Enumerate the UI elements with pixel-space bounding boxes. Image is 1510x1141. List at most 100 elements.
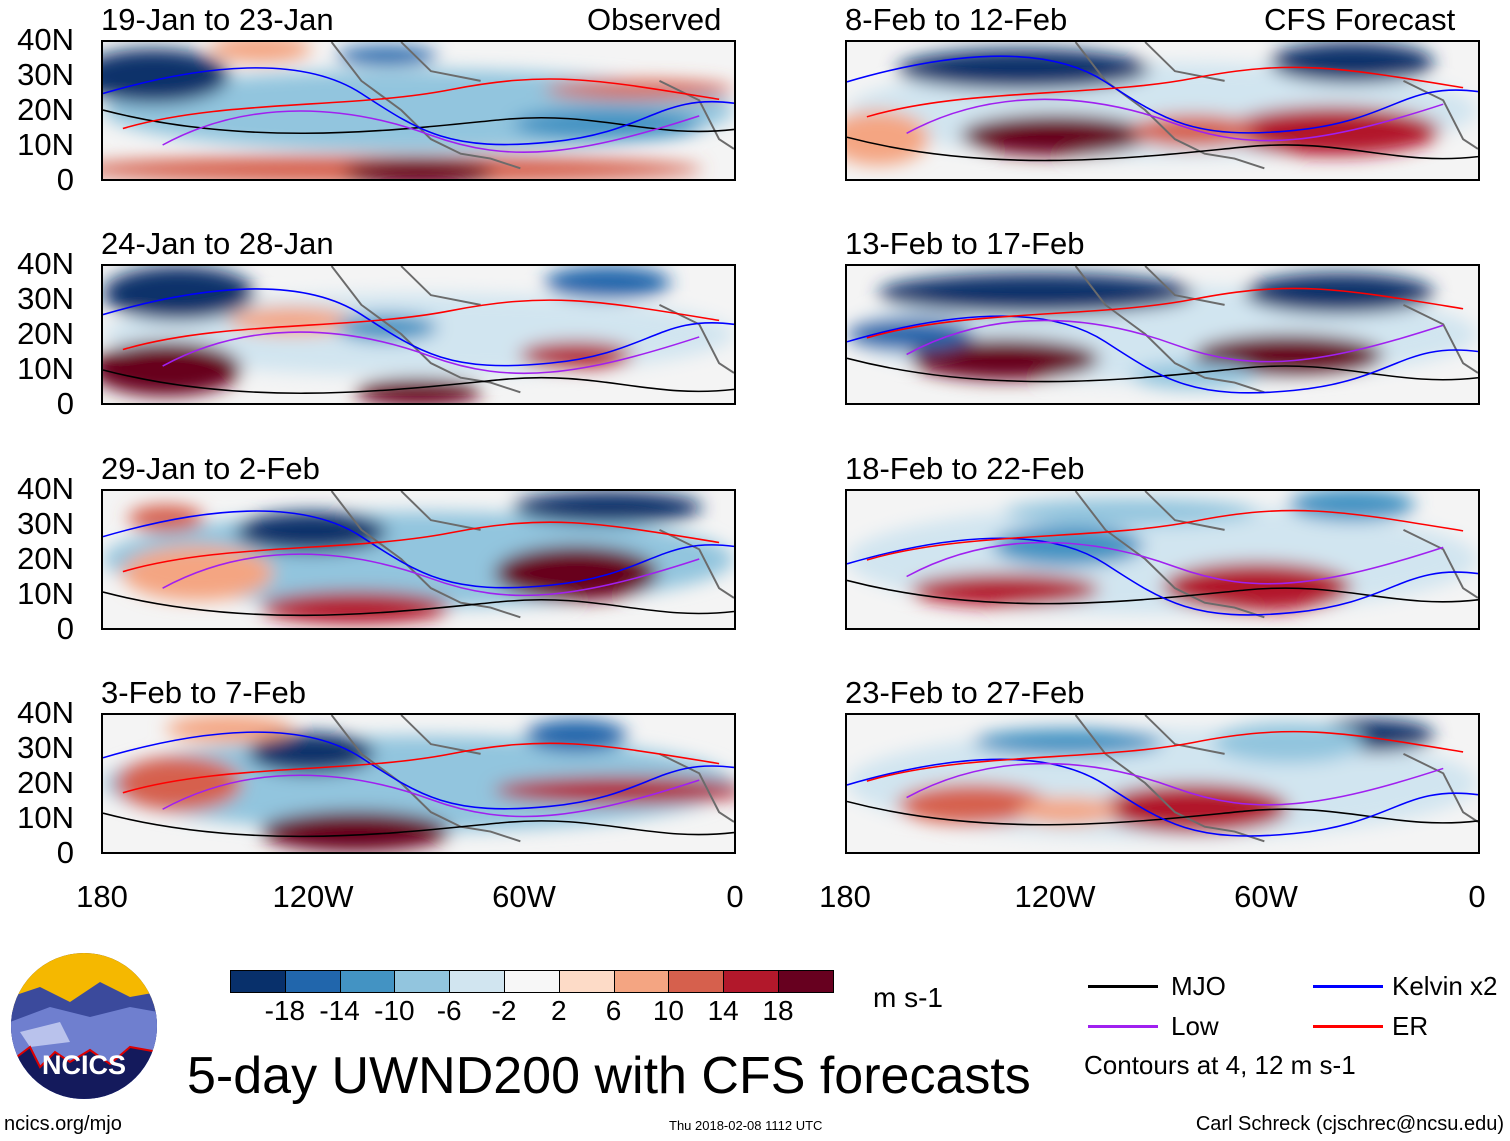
legend-label-er: ER xyxy=(1392,1011,1429,1041)
colorbar-swatch xyxy=(504,970,560,993)
wind-anomaly-region xyxy=(103,48,230,104)
contour-line xyxy=(122,521,720,573)
legend-swatch-kelvin xyxy=(1313,985,1383,988)
wind-anomaly-region xyxy=(973,728,1163,757)
colorbar-label: 14 xyxy=(707,995,739,1026)
coastline xyxy=(1074,491,1478,619)
svg-text:NCICS: NCICS xyxy=(42,1050,126,1080)
wind-anomaly-region xyxy=(103,341,242,397)
contour-line xyxy=(906,319,1444,363)
legend-label-mjo: MJO xyxy=(1171,971,1226,1001)
wind-anomaly-region xyxy=(513,491,703,524)
contour-line xyxy=(162,553,700,597)
footer-author: Carl Schreck (cjschrec@ncsu.edu) xyxy=(1195,1113,1504,1135)
map-panel xyxy=(845,40,1480,181)
map-panel xyxy=(101,713,736,854)
y-tick-label: 30N xyxy=(17,506,74,541)
y-tick-label: 40N xyxy=(17,471,74,506)
ncics-logo: NCICS xyxy=(10,952,158,1100)
panel-title: 13-Feb to 17-Feb xyxy=(845,226,1085,261)
legend-label-low: Low xyxy=(1171,1011,1219,1041)
x-tick-right-180: 180 xyxy=(819,879,871,914)
y-tick-label: 20N xyxy=(17,92,74,127)
wind-anomaly-region xyxy=(260,810,451,852)
y-tick-label: 10N xyxy=(17,800,74,835)
contour-note: Contours at 4, 12 m s-1 xyxy=(1084,1050,1356,1080)
colorbar-label: 2 xyxy=(551,995,567,1026)
wind-anomaly-region xyxy=(1130,361,1258,390)
contour-line xyxy=(103,812,734,838)
contour-line xyxy=(103,288,734,367)
wind-anomaly-region xyxy=(1004,497,1258,526)
colorbar-swatch xyxy=(723,970,779,993)
wind-anomaly-region xyxy=(910,573,1100,607)
wind-anomaly-region xyxy=(121,545,274,601)
x-tick-left-60w: 60W xyxy=(492,879,556,914)
panel-title: 8-Feb to 12-Feb xyxy=(845,2,1068,37)
x-tick-right-60w: 60W xyxy=(1234,879,1298,914)
wind-anomaly-region xyxy=(544,266,671,299)
wind-anomaly-region xyxy=(1225,106,1441,156)
legend-label-kelvin: Kelvin x2 xyxy=(1392,971,1498,1001)
x-tick-left-180: 180 xyxy=(76,879,128,914)
wind-anomaly-region xyxy=(847,318,974,351)
contour-line xyxy=(847,136,1478,162)
wind-anomaly-region xyxy=(342,158,495,179)
colorbar-label: -18 xyxy=(264,995,306,1026)
colorbar-label: -2 xyxy=(491,995,517,1026)
x-tick-left-120w: 120W xyxy=(272,879,354,914)
wind-anomaly-region xyxy=(115,756,242,811)
wind-anomaly-region xyxy=(1017,797,1119,825)
wind-anomaly-region xyxy=(1288,491,1415,522)
map-panel xyxy=(101,40,736,181)
figure-title: 5-day UWND200 with CFS forecasts xyxy=(187,1047,1031,1105)
wind-anomaly-region xyxy=(992,525,1144,567)
y-tick-label: 0 xyxy=(56,835,74,870)
contour-line xyxy=(847,800,1478,826)
colorbar-units: m s-1 xyxy=(873,982,943,1013)
contour-line xyxy=(866,66,1464,118)
footer-timestamp: Thu 2018-02-08 1112 UTC xyxy=(669,1118,823,1133)
contour-line xyxy=(847,357,1478,383)
colorbar-swatch xyxy=(778,970,834,993)
y-tick-label: 0 xyxy=(56,162,74,197)
legend-swatch-mjo xyxy=(1088,985,1158,988)
contour-line xyxy=(906,541,1444,585)
y-tick-label: 30N xyxy=(17,730,74,765)
contour-line xyxy=(162,110,700,153)
map-panel xyxy=(101,489,736,630)
wind-anomaly-region xyxy=(494,776,734,805)
observed-label: Observed xyxy=(587,2,722,37)
y-tick-label: 20N xyxy=(17,541,74,576)
wind-anomaly-region xyxy=(1194,334,1384,376)
legend-swatch-er xyxy=(1313,1025,1383,1028)
wind-anomaly-region xyxy=(910,338,1100,380)
wind-anomaly-region xyxy=(103,266,255,321)
colorbar-swatch xyxy=(284,970,341,993)
wind-anomaly-region xyxy=(897,783,1049,825)
contour-line xyxy=(122,299,720,351)
colorbar-swatch xyxy=(339,970,396,993)
contour-line xyxy=(847,758,1478,837)
colorbar-swatch xyxy=(394,970,451,993)
wind-anomaly-region xyxy=(1212,721,1365,763)
colorbar-swatch xyxy=(449,970,505,993)
wind-anomaly-region xyxy=(336,46,438,66)
colorbar-label: -6 xyxy=(436,995,462,1026)
contour-line xyxy=(866,509,1464,561)
footer-url[interactable]: ncics.org/mjo xyxy=(4,1113,122,1135)
wind-anomaly-region xyxy=(128,504,204,533)
coastline xyxy=(1074,42,1478,170)
contour-line xyxy=(906,762,1444,806)
y-tick-label: 0 xyxy=(56,386,74,421)
contour-line xyxy=(103,369,734,394)
contour-line xyxy=(866,287,1464,339)
panel-title: 29-Jan to 2-Feb xyxy=(101,451,320,486)
x-tick-left-0: 0 xyxy=(726,879,744,914)
wind-anomaly-region xyxy=(1130,114,1258,148)
wind-anomaly-region xyxy=(847,110,930,166)
map-panel xyxy=(101,264,736,405)
y-tick-label: 10N xyxy=(17,576,74,611)
contour-line xyxy=(847,579,1478,605)
legend-swatch-low xyxy=(1088,1025,1158,1028)
